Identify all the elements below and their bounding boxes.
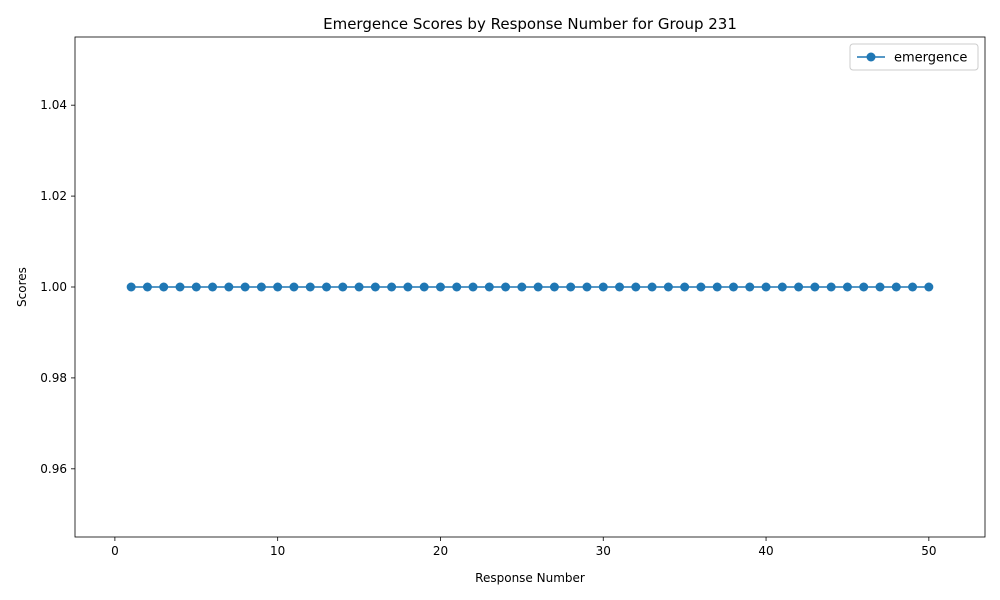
data-point xyxy=(273,282,283,292)
data-point xyxy=(403,282,413,292)
data-point xyxy=(305,282,315,292)
data-point xyxy=(842,282,852,292)
x-tick-label: 50 xyxy=(921,544,936,558)
y-axis-label: Scores xyxy=(15,267,29,307)
data-point xyxy=(696,282,706,292)
data-point xyxy=(647,282,657,292)
data-point xyxy=(582,282,592,292)
data-point xyxy=(159,282,169,292)
data-point xyxy=(484,282,494,292)
data-point xyxy=(631,282,641,292)
data-point xyxy=(419,282,429,292)
y-tick-label: 1.00 xyxy=(40,280,67,294)
data-point xyxy=(501,282,511,292)
data-point xyxy=(387,282,397,292)
data-point xyxy=(435,282,445,292)
x-tick-label: 40 xyxy=(758,544,773,558)
data-point xyxy=(354,282,364,292)
y-tick-label: 0.98 xyxy=(40,371,67,385)
data-point xyxy=(289,282,299,292)
data-point xyxy=(566,282,576,292)
data-point xyxy=(126,282,136,292)
data-point xyxy=(908,282,918,292)
data-point xyxy=(175,282,185,292)
data-point xyxy=(810,282,820,292)
legend-box xyxy=(849,43,979,71)
y-tick-label: 0.96 xyxy=(40,462,67,476)
data-point xyxy=(859,282,869,292)
legend: emergence xyxy=(849,43,979,71)
data-point xyxy=(598,282,608,292)
series-layer xyxy=(126,282,934,292)
y-tick-label: 1.04 xyxy=(40,98,67,112)
y-axis: 0.96 0.98 1.00 1.02 1.04 xyxy=(40,98,75,476)
data-point xyxy=(728,282,738,292)
data-point xyxy=(533,282,543,292)
data-point xyxy=(370,282,380,292)
data-point xyxy=(322,282,332,292)
x-tick-label: 0 xyxy=(111,544,119,558)
x-tick-label: 30 xyxy=(596,544,611,558)
data-point xyxy=(452,282,462,292)
data-point xyxy=(338,282,348,292)
data-point xyxy=(875,282,885,292)
x-axis-label: Response Number xyxy=(475,571,585,585)
data-point xyxy=(680,282,690,292)
data-point xyxy=(663,282,673,292)
data-point xyxy=(549,282,559,292)
chart-title: Emergence Scores by Response Number for … xyxy=(323,15,737,33)
data-point xyxy=(256,282,266,292)
data-point xyxy=(712,282,722,292)
data-point xyxy=(924,282,934,292)
data-point xyxy=(745,282,755,292)
data-point xyxy=(761,282,771,292)
data-point xyxy=(794,282,804,292)
data-point xyxy=(191,282,201,292)
data-point xyxy=(224,282,234,292)
data-point xyxy=(240,282,250,292)
x-axis: 0 10 20 30 40 50 xyxy=(111,537,936,558)
x-tick-label: 10 xyxy=(270,544,285,558)
data-point xyxy=(891,282,901,292)
data-point xyxy=(142,282,152,292)
data-point xyxy=(777,282,787,292)
data-point xyxy=(468,282,478,292)
data-point xyxy=(615,282,625,292)
x-tick-label: 20 xyxy=(433,544,448,558)
y-tick-label: 1.02 xyxy=(40,189,67,203)
legend-entry-emergence: emergence xyxy=(894,51,967,66)
data-point xyxy=(208,282,218,292)
legend-point-marker xyxy=(866,52,876,62)
data-point xyxy=(826,282,836,292)
data-point xyxy=(517,282,527,292)
